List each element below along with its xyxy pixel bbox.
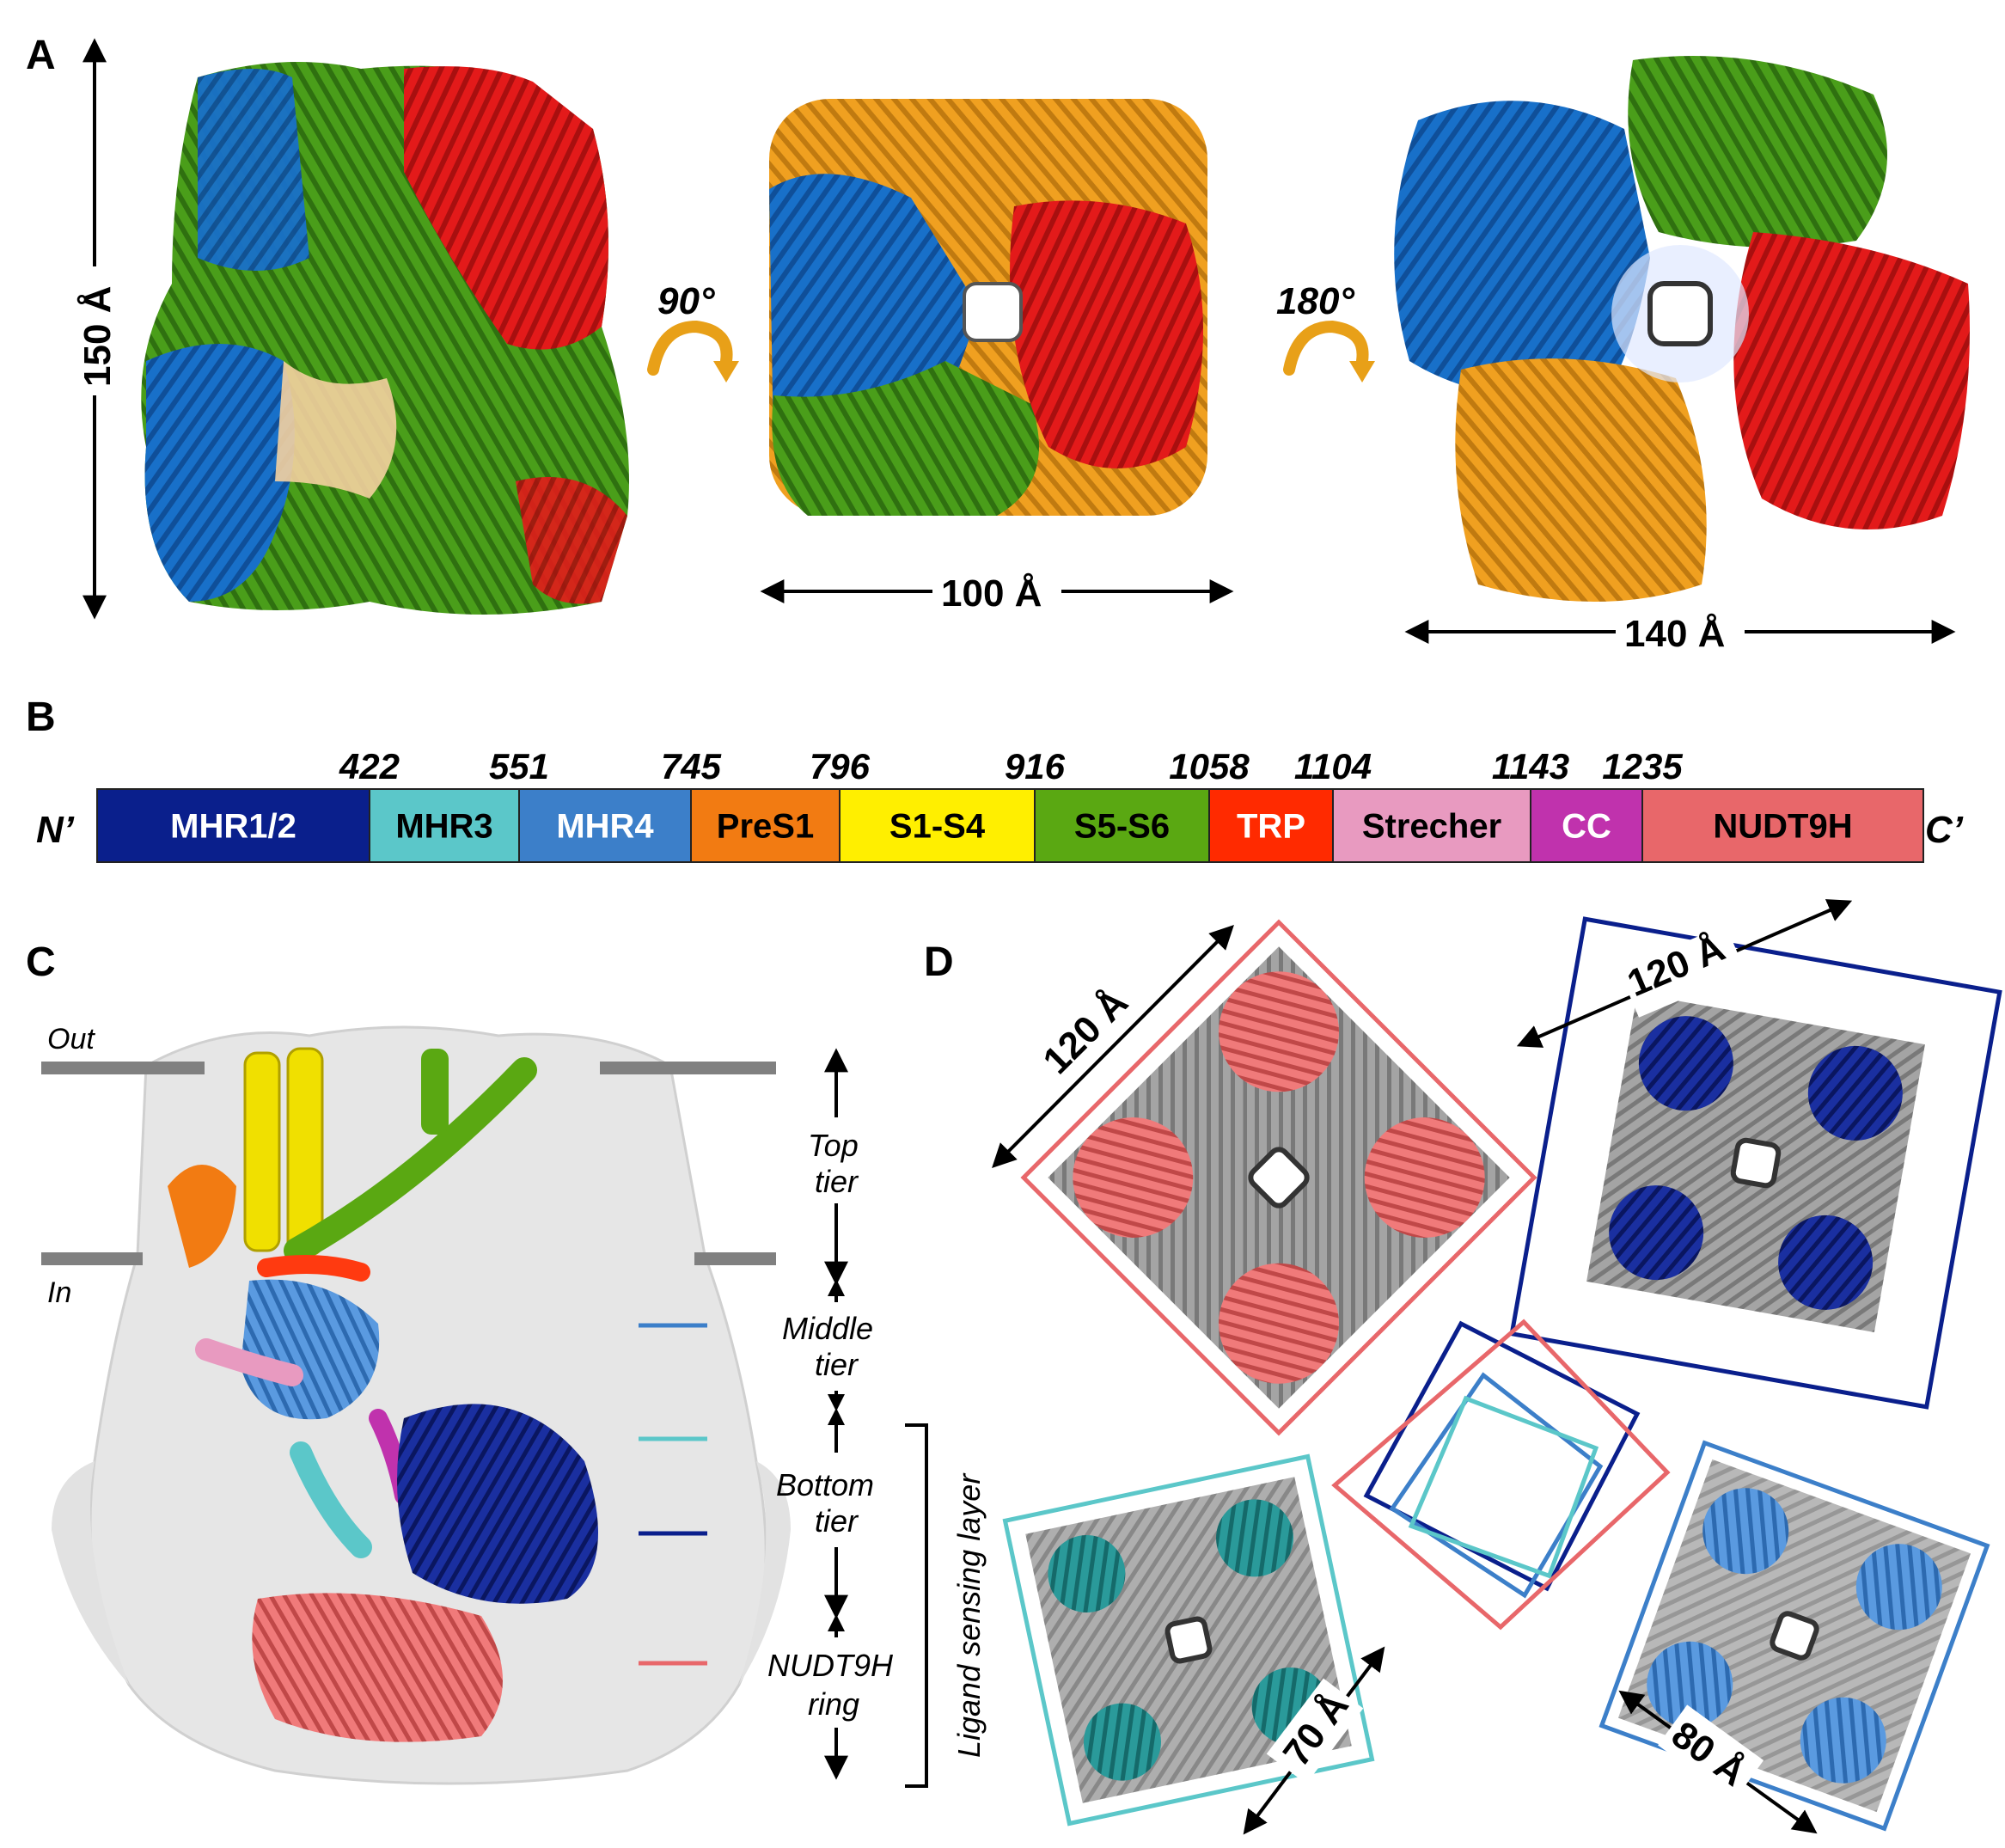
panel-c-letter: C [26,939,56,985]
protein-top-view [769,99,1207,516]
tier-middle-line1: Middle [782,1311,873,1346]
panel-b-letter: B [26,695,56,740]
domain-start-position: 1058 [1169,746,1250,786]
height-label: 150 Å [76,286,119,387]
tier-bottom-line1: Bottom [776,1467,874,1502]
tier-nudt-line1: NUDT9H [767,1648,894,1683]
view-mhr12 [1509,916,2002,1410]
domain-label: MHR1/2 [170,808,296,846]
domain-nudt9h: NUDT9H 1235 [1602,746,1924,863]
domain-label: Strecher [1362,808,1501,846]
frame-mhr3 [1002,1453,1375,1827]
domain-mhr1-2: MHR1/2 [96,788,370,863]
domain-pres1: PreS1 745 [661,746,841,863]
domain-start-position: 1235 [1602,746,1683,786]
membrane-out-left [41,1062,205,1074]
domain-label: CC [1562,808,1611,846]
in-label: In [47,1276,71,1309]
domain-strecher: Strecher 1104 [1294,746,1531,863]
panel-a-letter: A [26,33,56,78]
rotation-label-180: 180° [1276,280,1354,322]
domain-label: PreS1 [717,808,814,846]
domain-start-position: 745 [661,746,722,786]
tier-top-line2: tier [815,1164,859,1199]
monomer-cartoon [168,1047,598,1742]
frame-overlay [1331,1319,1671,1631]
membrane-out-right [600,1062,776,1074]
domain-start-position: 916 [1005,746,1066,786]
tier-top-line1: Top [808,1128,859,1163]
width-label-1: 100 Å [941,572,1042,615]
domain-start-position: 551 [489,746,549,786]
domain-start-position: 1104 [1294,746,1372,786]
domain-label: TRP [1237,808,1305,846]
rotation-label-90: 90° [657,280,715,322]
tier-middle-line2: tier [815,1347,859,1382]
membrane-in-right [694,1252,776,1265]
domain-start-position: 1143 [1492,746,1569,786]
n-terminus-label: N’ [36,809,75,851]
domain-label: MHR3 [395,808,492,846]
membrane-in-left [41,1252,143,1265]
protein-bottom-view [1394,56,1970,602]
tier-bottom-line2: tier [815,1503,859,1539]
domain-label: NUDT9H [1713,808,1852,846]
rotation-icon-90 [647,320,739,382]
domain-cc: CC 1143 [1492,746,1643,863]
view-mhr4 [1598,1440,1990,1832]
ligand-sensing-label: Ligand sensing layer [951,1472,987,1758]
panel-d-letter: D [924,939,954,985]
arrow-nudt-dim [992,925,1234,1168]
protein-side-view [141,62,630,615]
width-label-2: 140 Å [1624,613,1725,655]
domain-label: S1-S4 [889,808,986,846]
domain-label: S5-S6 [1074,808,1170,846]
ligand-sensing-bracket [905,1423,928,1788]
domain-s1-s4: S1-S4 796 [810,746,1036,863]
domain-trp: TRP 1058 [1169,746,1334,863]
domain-start-position: 796 [810,746,871,786]
c-terminus-label: C’ [1925,809,1964,851]
domain-label: MHR4 [556,808,654,846]
rotation-icon-180 [1283,320,1375,382]
out-label: Out [47,1023,95,1056]
domain-mhr3: MHR3 422 [339,746,520,863]
domain-start-position: 422 [339,746,400,786]
tier-nudt-line2: ring [808,1686,859,1722]
